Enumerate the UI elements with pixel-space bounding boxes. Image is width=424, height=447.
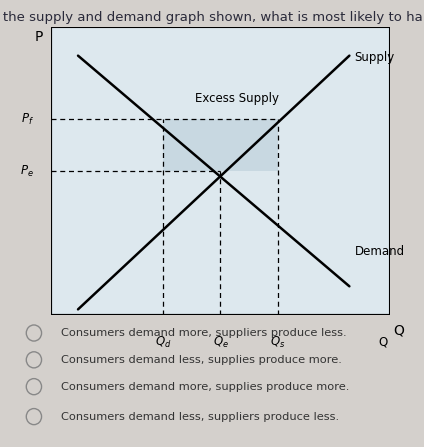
Text: Supply: Supply (354, 51, 395, 64)
Text: $P_e$: $P_e$ (20, 164, 34, 178)
Text: $P_f$: $P_f$ (21, 112, 34, 127)
FancyBboxPatch shape (51, 27, 390, 315)
Text: $Q_e$: $Q_e$ (212, 335, 229, 350)
Text: Given the supply and demand graph shown, what is most likely to happen?: Given the supply and demand graph shown,… (0, 11, 424, 24)
Text: $Q_d$: $Q_d$ (155, 335, 171, 350)
Text: Consumers demand less, suppliers produce less.: Consumers demand less, suppliers produce… (61, 412, 340, 422)
Text: Consumers demand more, supplies produce more.: Consumers demand more, supplies produce … (61, 382, 350, 392)
Polygon shape (163, 119, 278, 171)
Text: Consumers demand more, suppliers produce less.: Consumers demand more, suppliers produce… (61, 328, 347, 338)
Text: Consumers demand less, supplies produce more.: Consumers demand less, supplies produce … (61, 355, 342, 365)
Text: P: P (35, 30, 43, 44)
Text: Q: Q (393, 324, 404, 338)
Text: Excess Supply: Excess Supply (195, 92, 279, 105)
Text: $Q_s$: $Q_s$ (271, 335, 286, 350)
Text: Q: Q (379, 335, 388, 348)
Text: Demand: Demand (354, 245, 404, 258)
